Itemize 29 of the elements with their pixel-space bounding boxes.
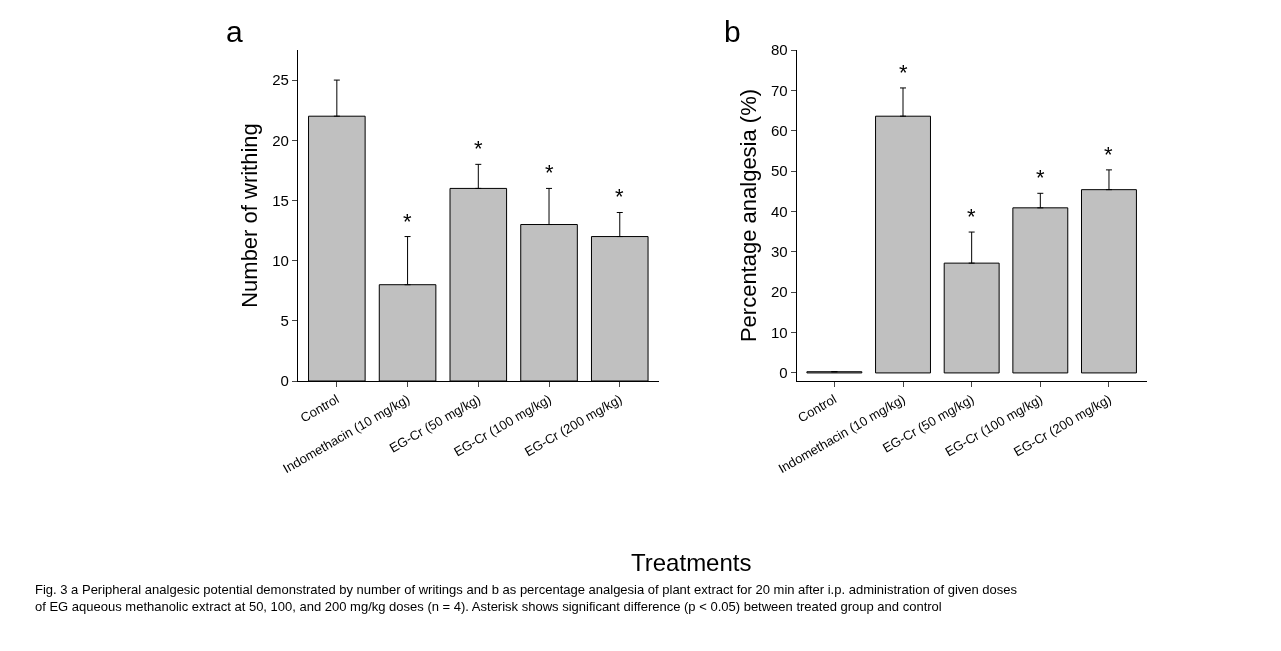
annotation: * — [615, 184, 624, 209]
annotation: * — [899, 60, 908, 85]
y-tick-label: 60 — [770, 121, 788, 139]
y-tick-label: 80 — [770, 41, 788, 59]
annotation: * — [545, 160, 554, 185]
y-tick-label: 10 — [272, 251, 289, 269]
annotation: * — [1036, 165, 1045, 190]
y-tick-label: 0 — [280, 372, 289, 390]
y-tick-label: 50 — [770, 162, 788, 180]
y-tick-label: 20 — [770, 283, 788, 301]
y-tick-label: 25 — [272, 71, 289, 89]
y-tick-label: 20 — [272, 131, 289, 149]
y-tick-label: 30 — [770, 243, 788, 261]
chart-title: a — [226, 15, 243, 48]
y-tick-label: 70 — [770, 81, 788, 99]
chart-title: b — [724, 15, 741, 48]
annotation: * — [403, 209, 412, 234]
annotation: * — [474, 136, 483, 161]
caption: Fig. 3 a Peripheral analgesic potential demonstrated by number of writings and b as percentage analgesia of plant extract for 20 min after i.p. administration of given doses of EG aqueous methanolic extract at 50, 100, and 200 mg/kg doses (n = 4). Asterisk shows significant difference (p < 0.05) between treated group and control — [35, 582, 1018, 614]
y-tick-label: 40 — [770, 202, 788, 220]
y-tick-label: 5 — [280, 312, 289, 330]
y-axis-title: Number of writhing — [237, 123, 263, 308]
annotation: * — [1104, 142, 1113, 167]
y-tick-label: 0 — [779, 364, 788, 382]
y-tick-label: 10 — [770, 323, 788, 341]
annotation: * — [967, 204, 976, 229]
y-axis-title: Percentage analgesia (%) — [735, 88, 761, 343]
y-tick-label: 15 — [272, 191, 289, 209]
x-axis-title: Treatments — [631, 549, 752, 576]
